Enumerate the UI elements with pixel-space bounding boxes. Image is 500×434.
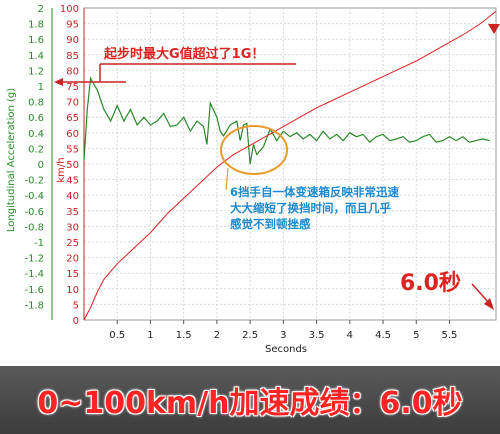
x-tick-label: 5 [413,330,419,341]
x-tick-label: 1.5 [176,330,192,341]
time-annotation-text: 6.0秒 [400,271,461,296]
x-tick-label: 3 [280,330,286,341]
x-tick-label: 1 [147,330,153,341]
kmh-tick-label: 40 [66,191,79,202]
g-tick-label: 0.6 [28,113,44,124]
kmh-tick-label: 95 [66,20,79,31]
g-tick-label: 1.4 [28,51,44,62]
kmh-axis-title: km/h [56,157,67,182]
launch-annotation-arrowhead [54,78,63,86]
x-tick-label: 5.5 [442,330,458,341]
time-annotation-arrowhead [484,298,494,310]
g-tick-label: -1.8 [24,300,44,311]
gearbox-annotation-line: 大大缩短了换挡时间，而且几乎 [230,201,391,215]
kmh-tick-label: 30 [66,222,79,233]
kmh-tick-label: 15 [66,269,79,280]
x-tick-label: 4.5 [375,330,391,341]
kmh-tick-label: 5 [73,300,79,311]
kmh-tick-label: 85 [66,51,79,62]
kmh-tick-label: 70 [66,98,79,109]
result-banner-text: 0~100km/h加速成绩：6.0秒 [37,386,463,421]
x-tick-label: 0.5 [109,330,125,341]
kmh-tick-label: 0 [73,316,79,327]
x-tick-label: 2.5 [242,330,258,341]
g-tick-label: 0.8 [28,98,44,109]
kmh-tick-label: 50 [66,160,79,171]
gear-shift-leader-line [225,167,229,191]
acceleration-series-line [83,76,490,165]
kmh-tick-label: 10 [66,285,79,296]
kmh-tick-label: 60 [66,129,79,140]
x-tick-label: 4 [347,330,353,341]
kmh-tick-label: 55 [66,144,79,155]
kmh-tick-label: 65 [66,113,79,124]
acceleration-chart: Seconds Longitudinal Acceleration (g) km/h… [6,4,500,355]
time-annotation-leader [471,283,491,305]
g-axis-title: Longitudinal Acceleration (g) [6,88,17,232]
g-tick-label: 2 [38,4,44,15]
result-banner: 0~100km/h加速成绩：6.0秒 [0,366,500,434]
kmh-tick-label: 80 [66,66,79,77]
g-tick-label: 1.6 [28,35,44,46]
kmh-tick-label: 45 [66,176,79,187]
g-tick-label: 1 [38,82,44,93]
g-tick-label: 0 [38,160,44,171]
g-tick-label: -0.2 [24,176,44,187]
gearbox-annotation-line: 感觉不到顿挫感 [230,217,311,231]
g-tick-label: -1.6 [24,285,44,296]
kmh-tick-label: 35 [66,207,79,218]
g-tick-label: 0.4 [28,129,44,140]
g-tick-label: -1.4 [24,269,44,280]
launch-annotation-text: 起步时最大G值超过了1G！ [103,46,264,62]
g-tick-label: -1 [34,238,44,249]
gearbox-annotation-line: 6挡手自一体变速箱反映非常迅速 [230,185,400,199]
kmh-tick-label: 75 [66,82,79,93]
x-tick-label: 2 [214,330,220,341]
x-axis-title: Seconds [265,344,307,355]
g-tick-label: -1.2 [24,254,44,265]
kmh-tick-label: 25 [66,238,79,249]
kmh-tick-label: 20 [66,254,79,265]
kmh-tick-label: 100 [60,4,79,15]
x-tick-label: 3.5 [309,330,325,341]
gear-shift-highlight-circle [220,125,288,175]
g-tick-label: -0.6 [24,207,44,218]
end-marker-arrowhead [488,24,500,34]
kmh-tick-label: 90 [66,35,79,46]
g-tick-label: 1.2 [28,66,44,77]
g-tick-label: -0.4 [24,191,44,202]
g-tick-label: -0.8 [24,222,44,233]
g-tick-label: 1.8 [28,20,44,31]
g-tick-label: 0.2 [28,144,44,155]
